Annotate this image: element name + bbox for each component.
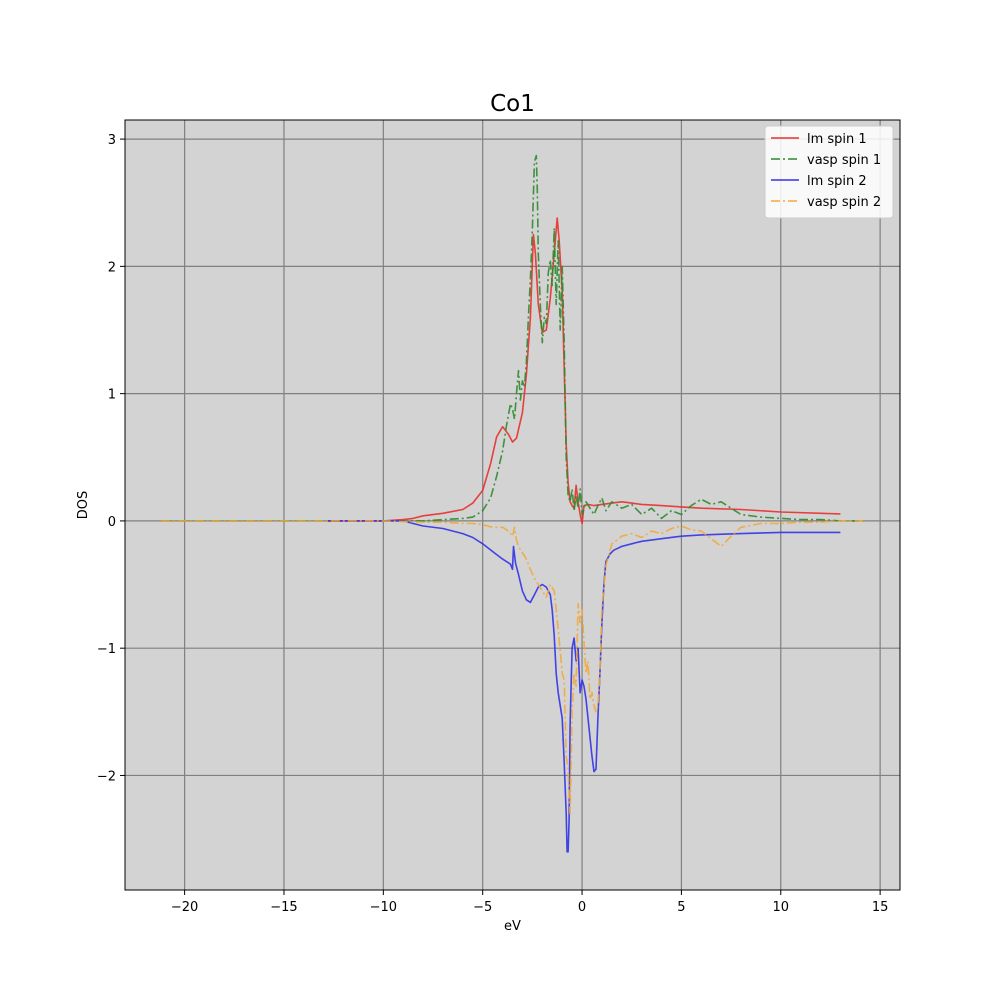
y-tick-label: −1	[97, 642, 116, 657]
legend-label: lm spin 2	[807, 174, 867, 189]
x-tick-label: −15	[270, 900, 297, 915]
plot-area	[125, 120, 900, 890]
y-tick-label: 2	[108, 260, 116, 275]
x-tick-label: −20	[171, 900, 198, 915]
chart-title: Co1	[490, 91, 535, 117]
y-tick-label: −2	[97, 769, 116, 784]
x-tick-label: −10	[370, 900, 397, 915]
x-tick-label: −5	[473, 900, 492, 915]
legend: lm spin 1 vasp spin 1 lm spin 2 vasp spin 2	[764, 125, 894, 219]
legend-label: lm spin 1	[807, 132, 867, 147]
series-line-4	[160, 520, 865, 815]
grid	[125, 120, 900, 890]
legend-label: vasp spin 2	[807, 195, 881, 210]
plot-frame	[124, 119, 901, 891]
y-tick-label: 0	[108, 515, 116, 530]
x-tick-label: 10	[772, 900, 789, 915]
series-line-1	[327, 217, 841, 525]
x-axis-label: eV	[504, 919, 521, 934]
y-axis-label: DOS	[76, 491, 91, 520]
legend-box	[764, 125, 894, 219]
series-line-2	[160, 154, 865, 522]
series-layer	[160, 154, 865, 853]
y-tick-label: 3	[108, 133, 116, 148]
x-tick-label: 0	[578, 900, 586, 915]
legend-label: vasp spin 1	[807, 153, 881, 168]
y-tick-label: 1	[108, 388, 116, 403]
x-tick-label: 15	[872, 900, 889, 915]
x-tick-label: 5	[677, 900, 685, 915]
